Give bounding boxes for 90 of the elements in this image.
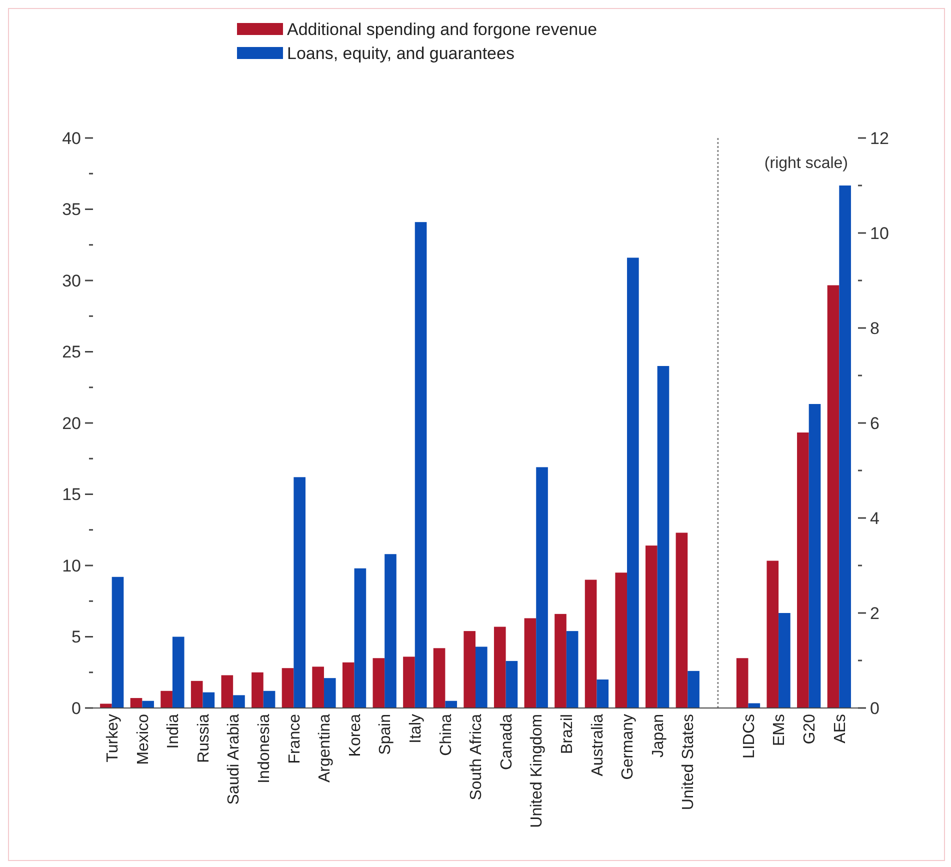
bar	[506, 660, 518, 708]
bar	[354, 568, 366, 708]
y2-tick-label: 6	[870, 414, 880, 433]
bar	[554, 614, 566, 708]
y-tick-label: 0	[72, 698, 81, 718]
bar	[130, 698, 142, 708]
bar	[584, 580, 597, 708]
x-tick-label: Australia	[589, 714, 606, 776]
bar	[778, 613, 790, 708]
bar	[282, 668, 294, 708]
x-tick-label: United States	[680, 714, 698, 810]
legend-label: Loans, equity, and guarantees	[287, 44, 514, 63]
bar	[766, 560, 779, 708]
bar	[646, 546, 658, 708]
bar	[566, 631, 578, 708]
bar	[172, 636, 184, 708]
bar	[324, 678, 336, 708]
bar	[596, 680, 609, 708]
bar	[403, 656, 415, 708]
x-tick-label: India	[165, 714, 182, 749]
bar	[536, 467, 548, 708]
y-tick-label: 10	[62, 556, 81, 576]
x-tick-label: Spain	[377, 714, 394, 755]
bar	[494, 626, 506, 708]
y2-tick-label: 4	[870, 508, 880, 528]
bar	[476, 646, 488, 708]
x-tick-label: Korea	[346, 714, 364, 757]
y-tick-label: 15	[62, 485, 81, 504]
annotation: (right scale)	[764, 155, 848, 172]
x-tick-label: Germany	[620, 714, 637, 780]
y2-tick-label: 2	[870, 604, 880, 623]
x-tick-label: Mexico	[134, 714, 152, 765]
bar	[384, 554, 396, 708]
x-tick-label: South Africa	[468, 714, 486, 800]
bar	[414, 222, 427, 708]
bar	[524, 618, 536, 708]
y-tick-label: 40	[62, 128, 81, 148]
x-tick-label: United Kingdom	[528, 714, 546, 828]
bar	[827, 285, 840, 708]
x-tick-label: Russia	[195, 714, 212, 763]
bar	[233, 695, 245, 708]
bar	[736, 658, 748, 708]
bar	[688, 670, 700, 708]
bar	[252, 672, 264, 708]
bar	[294, 477, 306, 708]
x-tick-label: Indonesia	[256, 714, 273, 784]
bar	[808, 404, 821, 708]
legend-label: Additional spending and forgone revenue	[287, 20, 598, 39]
bar	[160, 690, 172, 708]
x-tick-label: Saudi Arabia	[226, 714, 243, 805]
bar	[112, 576, 124, 708]
x-tick-label: LIDCs	[740, 714, 758, 758]
y-tick-label: 35	[62, 200, 81, 220]
bar	[190, 680, 203, 708]
bar	[312, 666, 324, 708]
x-tick-label: Japan	[650, 714, 667, 758]
y-tick-label: 25	[62, 342, 81, 362]
y2-tick-label: 0	[870, 698, 880, 718]
y-tick-label: 5	[72, 628, 81, 647]
bar	[342, 662, 354, 708]
bar	[202, 692, 215, 708]
x-tick-label: EMs	[771, 714, 788, 746]
bar	[100, 704, 112, 708]
bar	[372, 658, 385, 708]
bar	[464, 631, 476, 708]
x-tick-label: China	[438, 714, 455, 756]
bar	[263, 690, 276, 708]
bar	[657, 366, 670, 708]
bar	[433, 648, 446, 708]
x-tick-label: G20	[801, 714, 818, 744]
y2-tick-label: 10	[870, 224, 889, 243]
x-tick-label: Canada	[498, 714, 516, 770]
x-tick-label: AEs	[832, 714, 849, 744]
bar	[445, 700, 458, 708]
bar	[627, 258, 639, 708]
y2-tick-label: 12	[870, 128, 889, 148]
x-tick-label: France	[286, 714, 304, 764]
y-tick-label: 30	[62, 271, 81, 290]
y2-tick-label: 8	[870, 318, 880, 338]
bar	[797, 432, 809, 708]
bar	[676, 532, 688, 708]
x-tick-label: Brazil	[559, 714, 576, 754]
bar	[839, 186, 851, 708]
bar	[142, 700, 154, 708]
bar	[615, 572, 628, 708]
x-tick-label: Turkey	[104, 714, 122, 762]
x-tick-label: Argentina	[316, 714, 334, 782]
y-tick-label: 20	[62, 414, 81, 433]
x-tick-label: Italy	[407, 714, 424, 744]
bar	[221, 675, 234, 708]
